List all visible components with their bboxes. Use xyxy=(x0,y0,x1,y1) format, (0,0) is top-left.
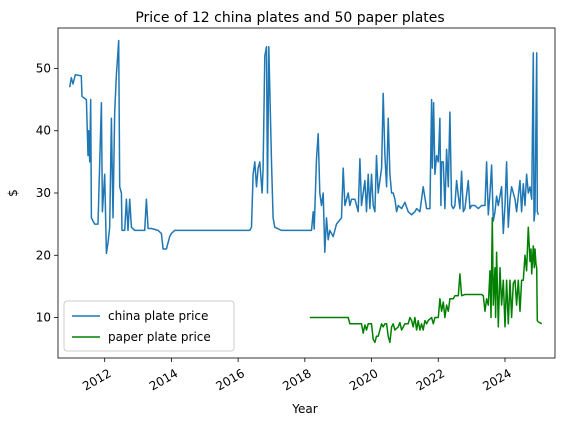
series-layer xyxy=(68,39,543,344)
series-line-1 xyxy=(309,217,543,344)
y-tick-label-3: 40 xyxy=(36,124,51,138)
y-tick-label-1: 20 xyxy=(36,248,51,262)
x-axis: 2012 2014 2016 2018 2020 2022 2024 xyxy=(80,358,514,393)
legend-label-1: paper plate price xyxy=(108,330,211,344)
y-tick-label-4: 50 xyxy=(36,61,51,75)
legend-box xyxy=(63,300,235,352)
x-tick-label-4: 2020 xyxy=(347,366,380,393)
legend: china plate price paper plate price xyxy=(63,300,235,352)
y-tick-label-2: 30 xyxy=(36,186,51,200)
chart-title: Price of 12 china plates and 50 paper pl… xyxy=(135,10,444,26)
x-tick-label-5: 2022 xyxy=(414,366,447,393)
x-tick-label-0: 2012 xyxy=(80,366,113,393)
series-line-0 xyxy=(68,39,540,255)
x-axis-label: Year xyxy=(291,402,317,416)
x-tick-label-3: 2018 xyxy=(280,366,313,393)
y-axis: 10 20 30 40 50 xyxy=(36,61,58,325)
legend-label-0: china plate price xyxy=(108,309,208,323)
x-tick-label-2: 2016 xyxy=(214,366,247,393)
y-axis-label: $ xyxy=(6,189,20,197)
y-tick-label-0: 10 xyxy=(36,311,51,325)
x-tick-label-1: 2014 xyxy=(147,366,180,393)
x-tick-label-6: 2024 xyxy=(480,366,513,393)
